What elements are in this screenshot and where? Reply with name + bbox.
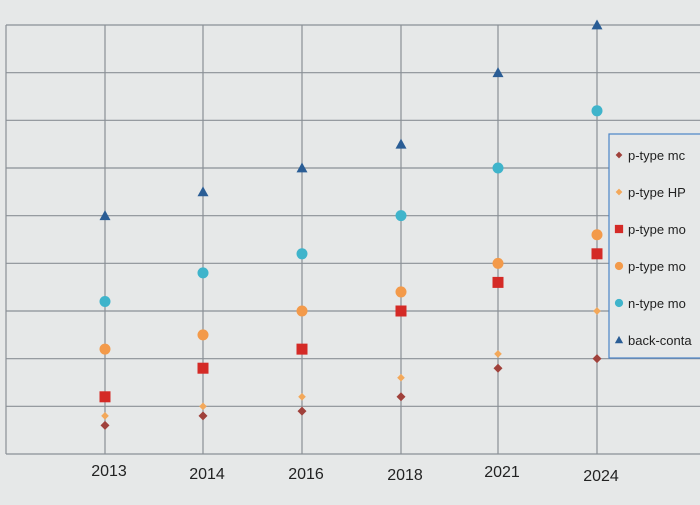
data-point bbox=[395, 210, 407, 222]
data-point bbox=[493, 363, 503, 373]
legend-marker bbox=[615, 151, 623, 159]
data-point bbox=[395, 138, 407, 149]
x-tick-label: 2016 bbox=[288, 466, 324, 483]
data-point bbox=[592, 354, 602, 364]
data-point bbox=[396, 392, 406, 402]
data-point bbox=[199, 402, 207, 411]
data-point bbox=[591, 229, 603, 241]
x-tick-label: 2018 bbox=[387, 467, 423, 484]
data-point bbox=[198, 411, 208, 421]
legend-label: back-conta bbox=[628, 333, 692, 348]
data-point bbox=[395, 286, 407, 298]
legend-label: n-type mo bbox=[628, 296, 686, 311]
data-point bbox=[397, 373, 405, 382]
data-point bbox=[296, 248, 308, 260]
data-markers bbox=[99, 19, 603, 430]
data-point bbox=[593, 307, 601, 315]
data-point bbox=[492, 67, 504, 78]
x-axis-tick-labels: 2013 2014 2016 2018 2021 2024 bbox=[91, 463, 619, 485]
legend-label: p-type mo bbox=[628, 222, 686, 237]
legend: p-type mc p-type HP p-type mo p-type mo n-ty… bbox=[608, 133, 700, 359]
data-point bbox=[296, 343, 308, 355]
data-point bbox=[395, 305, 407, 317]
data-point bbox=[99, 295, 111, 307]
x-tick-label: 2013 bbox=[91, 463, 127, 480]
data-point bbox=[101, 412, 109, 420]
data-point bbox=[591, 105, 603, 117]
x-tick-label: 2014 bbox=[189, 466, 225, 483]
legend-label: p-type mc bbox=[628, 148, 686, 163]
data-point bbox=[591, 19, 603, 30]
legend-box bbox=[608, 133, 700, 359]
legend-marker bbox=[614, 224, 624, 234]
data-point bbox=[296, 305, 308, 317]
legend-marker bbox=[614, 298, 624, 308]
x-tick-label: 2024 bbox=[583, 468, 619, 485]
data-point bbox=[297, 406, 307, 416]
legend-label: p-type HP bbox=[628, 185, 686, 200]
x-tick-label: 2021 bbox=[484, 464, 520, 481]
legend-label: p-type mo bbox=[628, 259, 686, 274]
data-point bbox=[197, 267, 209, 279]
data-point bbox=[492, 162, 504, 174]
data-point bbox=[99, 210, 111, 221]
data-point bbox=[298, 392, 306, 401]
data-point bbox=[197, 186, 209, 197]
data-point bbox=[492, 257, 504, 269]
legend-marker bbox=[615, 188, 623, 196]
data-point bbox=[197, 362, 209, 374]
data-point bbox=[99, 391, 111, 403]
data-point bbox=[591, 248, 603, 260]
data-point bbox=[296, 162, 308, 173]
data-point bbox=[494, 350, 502, 358]
legend-marker bbox=[614, 261, 624, 271]
data-point bbox=[197, 329, 209, 341]
data-point bbox=[492, 276, 504, 288]
data-point bbox=[99, 343, 111, 355]
grid-lines bbox=[5, 24, 700, 455]
data-point bbox=[100, 420, 110, 430]
legend-marker bbox=[614, 335, 624, 344]
